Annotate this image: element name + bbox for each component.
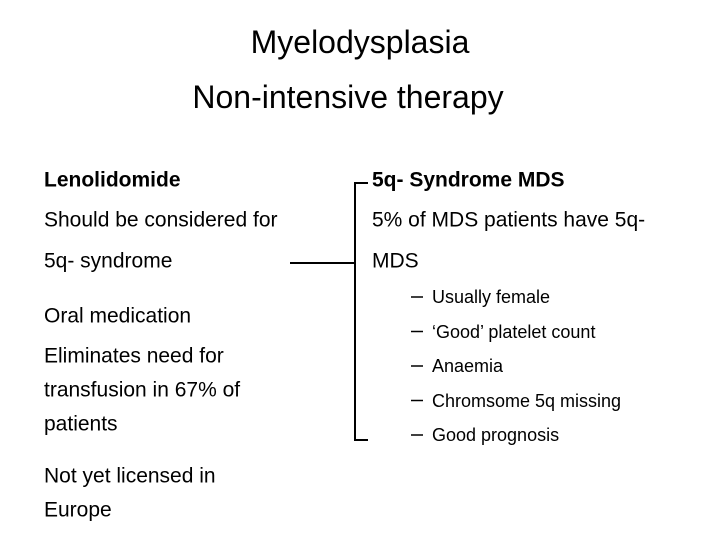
left-text: Oral medication [44, 304, 192, 328]
left-text: 5q- syndrome [44, 249, 173, 273]
bullet-text: Usually female [432, 287, 551, 307]
bullet-text: Anaemia [432, 356, 504, 376]
left-text: transfusion in 67% of [44, 378, 241, 402]
left-text: Eliminates need for [44, 344, 224, 368]
title-line: Myelodysplasia [250, 24, 470, 60]
left-heading: Lenolidomide [44, 168, 181, 192]
bullet-text: Chromsome 5q missing [432, 390, 622, 411]
left-text: Europe [44, 498, 112, 522]
bracket [354, 182, 368, 441]
left-text: Not yet licensed in [44, 464, 216, 488]
right-text: MDS [372, 249, 419, 273]
bullet-text: Good prognosis [432, 425, 560, 445]
left-text: patients [44, 412, 118, 436]
right-text: 5% of MDS patients have 5q- [372, 208, 646, 232]
right-heading: 5q- Syndrome MDS [372, 168, 565, 192]
title-line: Non-intensive therapy [192, 79, 504, 115]
left-text: Should be considered for [44, 208, 278, 232]
bullet-text: ‘Good’ platelet count [432, 321, 596, 342]
